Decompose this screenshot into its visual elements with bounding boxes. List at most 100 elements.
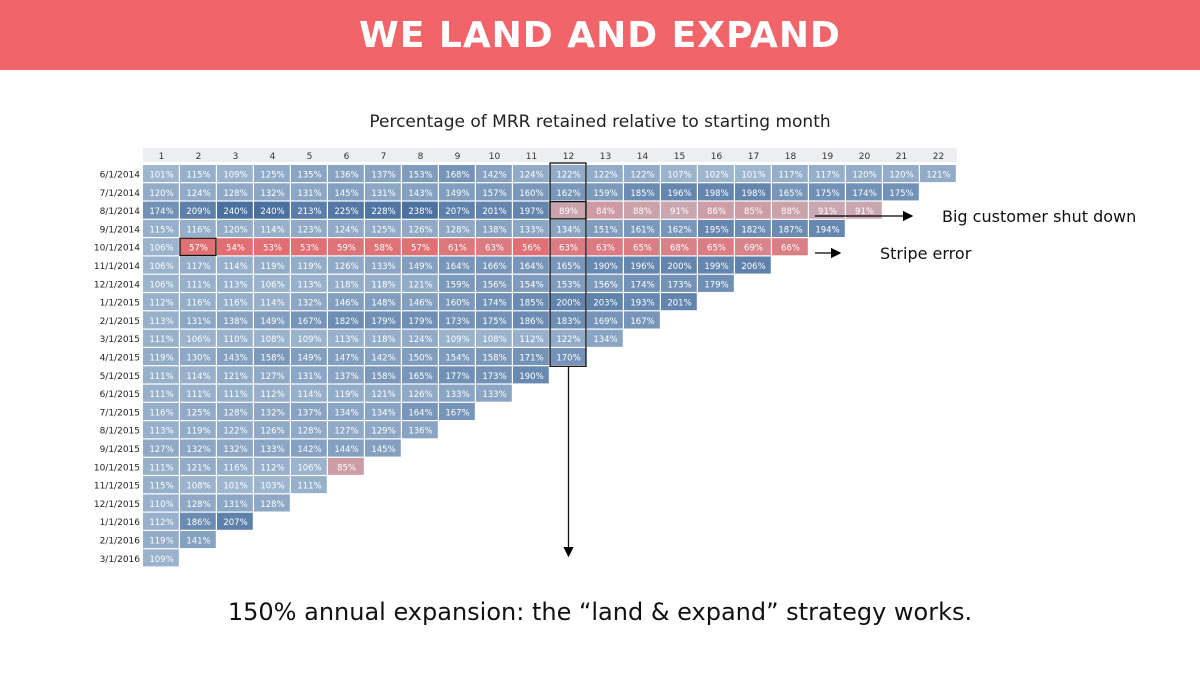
cell-value: 153%	[408, 171, 432, 181]
cell-value: 106%	[149, 280, 173, 290]
cell-value: 132%	[260, 189, 284, 199]
cell-value: 200%	[556, 299, 580, 309]
heatmap-cell	[180, 165, 216, 183]
heatmap-cell	[254, 348, 290, 366]
heatmap-cell	[476, 384, 512, 402]
cell-value: 154%	[445, 354, 469, 364]
cell-value: 122%	[556, 335, 580, 345]
heatmap-cell	[291, 366, 327, 384]
cell-value: 101%	[741, 171, 765, 181]
cohort-label: 10/1/2015	[94, 463, 140, 473]
heatmap-cell	[143, 494, 179, 512]
title-banner	[0, 0, 1200, 70]
heatmap-cell	[698, 238, 734, 256]
cell-value: 85%	[744, 207, 763, 217]
cell-value: 197%	[519, 207, 543, 217]
heatmap-cell	[291, 329, 327, 347]
cohort-label: 11/1/2014	[94, 262, 140, 272]
cell-value: 128%	[445, 225, 469, 235]
cell-value: 162%	[667, 225, 691, 235]
cell-value: 131%	[297, 189, 321, 199]
cell-value: 116%	[223, 299, 247, 309]
heatmap-cell	[439, 201, 475, 219]
cell-value: 213%	[297, 207, 321, 217]
heatmap-cell	[513, 201, 549, 219]
heatmap-cell	[476, 201, 512, 219]
heatmap-cell	[402, 329, 438, 347]
cell-value: 107%	[667, 171, 691, 181]
cell-value: 58%	[374, 244, 393, 254]
cell-value: 238%	[408, 207, 432, 217]
cell-value: 120%	[889, 171, 913, 181]
heatmap-cell	[402, 366, 438, 384]
cell-value: 167%	[297, 317, 321, 327]
cell-value: 63%	[596, 244, 615, 254]
cell-value: 66%	[781, 244, 800, 254]
heatmap-cell	[180, 494, 216, 512]
heatmap-cell	[402, 402, 438, 420]
heatmap-cell	[624, 165, 660, 183]
cell-value: 122%	[630, 171, 654, 181]
cell-value: 200%	[667, 262, 691, 272]
heatmap-cell	[180, 476, 216, 494]
cell-value: 115%	[186, 171, 210, 181]
cohort-label: 8/1/2015	[100, 427, 140, 437]
cell-value: 137%	[334, 372, 358, 382]
heatmap-cell	[439, 256, 475, 274]
cell-value: 143%	[408, 189, 432, 199]
heatmap-cell	[291, 402, 327, 420]
heatmap-cell	[180, 457, 216, 475]
cell-value: 158%	[260, 354, 284, 364]
cell-value: 167%	[445, 408, 469, 418]
heatmap-cell	[254, 274, 290, 292]
heatmap-cell	[143, 439, 179, 457]
cell-value: 57%	[411, 244, 430, 254]
heatmap-cell	[550, 274, 586, 292]
heatmap-cell	[217, 165, 253, 183]
cell-value: 121%	[408, 280, 432, 290]
heatmap-cell	[365, 293, 401, 311]
cell-value: 112%	[149, 299, 173, 309]
cell-value: 111%	[149, 390, 173, 400]
cell-value: 153%	[556, 280, 580, 290]
cell-value: 121%	[926, 171, 950, 181]
cell-value: 106%	[149, 262, 173, 272]
cell-value: 240%	[260, 207, 284, 217]
cell-value: 91%	[818, 207, 837, 217]
column-header-3: 3	[233, 152, 239, 162]
cell-value: 84%	[596, 207, 615, 217]
cell-value: 195%	[704, 225, 728, 235]
heatmap-cell	[624, 293, 660, 311]
cell-value: 130%	[186, 354, 210, 364]
heatmap-cell	[402, 201, 438, 219]
heatmap-cell	[291, 256, 327, 274]
heatmap-cell	[143, 531, 179, 549]
heatmap-cell	[217, 348, 253, 366]
cell-value: 114%	[223, 262, 247, 272]
heatmap-cell	[550, 256, 586, 274]
cohort-label: 1/1/2015	[100, 299, 140, 309]
cell-value: 118%	[371, 280, 395, 290]
cell-value: 133%	[260, 445, 284, 455]
cell-value: 109%	[445, 335, 469, 345]
cell-value: 143%	[223, 354, 247, 364]
cell-value: 133%	[519, 225, 543, 235]
heatmap-cell	[217, 439, 253, 457]
cell-value: 166%	[482, 262, 506, 272]
heatmap-cell	[180, 201, 216, 219]
cell-value: 65%	[633, 244, 652, 254]
heatmap-cell	[365, 256, 401, 274]
heatmap-cell	[328, 165, 364, 183]
heatmap-cell	[291, 457, 327, 475]
heatmap-cell	[291, 183, 327, 201]
heatmap-cell	[217, 402, 253, 420]
cell-value: 113%	[149, 427, 173, 437]
cell-value: 63%	[485, 244, 504, 254]
heatmap-cell	[439, 183, 475, 201]
cell-value: 128%	[223, 189, 247, 199]
cell-value: 142%	[371, 354, 395, 364]
cell-value: 183%	[556, 317, 580, 327]
heatmap-cell	[661, 238, 697, 256]
cell-value: 106%	[260, 280, 284, 290]
cell-value: 179%	[704, 280, 728, 290]
